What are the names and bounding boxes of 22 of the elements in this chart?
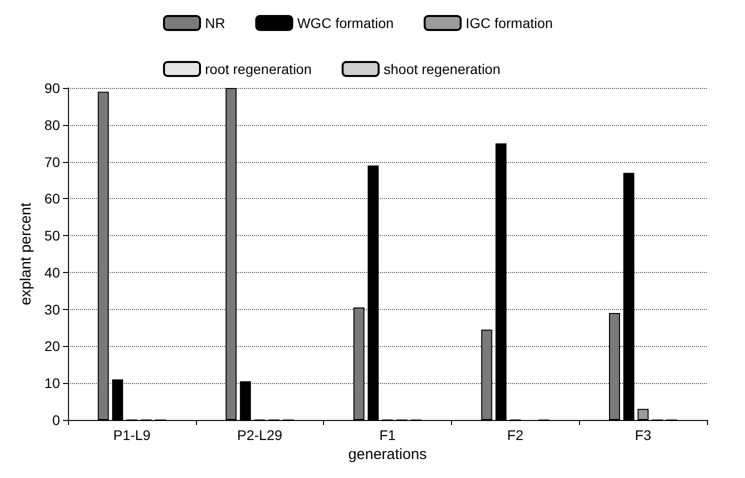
legend-label: root regeneration: [205, 61, 312, 77]
legend-label: shoot regeneration: [384, 61, 500, 77]
x-axis-title: generations: [348, 446, 427, 463]
legend-label: IGC formation: [466, 15, 553, 31]
y-tick-label: 40: [44, 264, 60, 280]
x-tick-label: P2-L29: [237, 427, 282, 443]
x-tick-label: P1-L9: [113, 427, 151, 443]
y-tick-label: 10: [44, 375, 60, 392]
y-tick-label: 90: [44, 80, 60, 96]
x-tick-label: F2: [507, 427, 524, 443]
legend-label: WGC formation: [297, 15, 394, 31]
x-tick-label: F3: [634, 427, 652, 443]
y-tick-label: 50: [44, 228, 60, 244]
y-axis-title: explant percent: [18, 202, 35, 306]
y-tick-label: 30: [44, 301, 60, 318]
legend-label: NR: [205, 15, 226, 31]
y-tick-label: 0: [52, 412, 60, 428]
y-tick-label: 80: [44, 116, 60, 133]
y-tick-label: 20: [44, 338, 60, 354]
x-tick-label: F1: [379, 427, 396, 443]
y-tick-label: 70: [44, 154, 60, 170]
y-tick-label: 60: [44, 190, 60, 207]
